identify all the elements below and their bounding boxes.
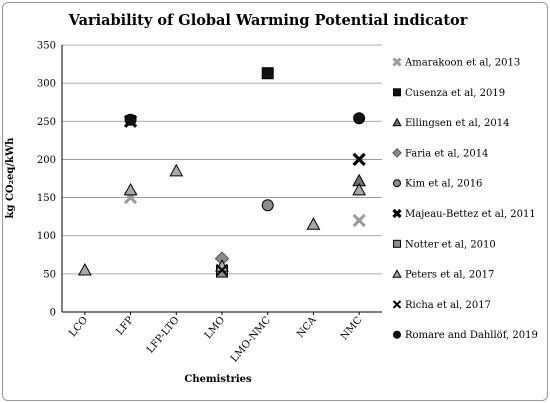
point-series-8-0	[215, 263, 229, 277]
legend-label: Romare and Dahllöf, 2019	[405, 330, 538, 341]
point-series-7-2	[169, 163, 184, 177]
legend: Amarakoon et al, 2013 Cusenza et al, 2019…	[392, 57, 538, 341]
legend-marker	[393, 88, 401, 97]
legend-item: Cusenza et al, 2019	[393, 88, 505, 99]
point-series-0-1	[352, 213, 366, 228]
y-tick-label: 0	[50, 308, 56, 319]
legend-label: Ellingsen et al, 2014	[405, 118, 510, 129]
point-series-7-5	[352, 182, 367, 196]
axis-layer: 0 50 100 150 200 250 300 350 LCO LFP LFP-LTO LMO LMO…	[37, 41, 365, 365]
y-tick-label: 150	[37, 193, 56, 204]
legend-item: Peters et al, 2017	[392, 269, 494, 281]
grid-layer	[62, 44, 382, 313]
legend-marker	[393, 239, 401, 248]
point-series-8-1	[352, 153, 366, 166]
y-tick-label: 100	[37, 231, 56, 242]
legend-item: Majeau-Bettez et al, 2011	[392, 208, 536, 220]
legend-marker	[393, 330, 401, 339]
y-tick-label: 50	[43, 269, 56, 280]
legend-item: Notter et al, 2010	[393, 239, 496, 250]
legend-label: Peters et al, 2017	[405, 270, 494, 281]
y-tick-label: 350	[37, 41, 56, 52]
legend-label: Majeau-Bettez et al, 2011	[405, 209, 536, 220]
x-tick-label: LMO	[203, 315, 228, 341]
point-series-9-1	[353, 112, 366, 125]
legend-marker	[392, 148, 402, 158]
legend-item: Faria et al, 2014	[392, 148, 488, 159]
legend-item: Romare and Dahllöf, 2019	[393, 330, 538, 341]
point-series-7-4	[306, 217, 321, 230]
x-tick-label: LCO	[67, 315, 90, 339]
legend-marker	[392, 208, 402, 219]
x-tick-label: LFP-LTO	[145, 315, 182, 356]
legend-marker	[392, 269, 402, 278]
x-axis-title: Chemistries	[184, 374, 252, 385]
legend-item: Kim et al, 2016	[393, 179, 482, 190]
legend-marker	[392, 57, 402, 67]
point-series-1-0	[261, 67, 274, 80]
legend-marker	[392, 300, 402, 309]
legend-label: Notter et al, 2010	[405, 239, 496, 250]
y-tick-label: 300	[37, 79, 56, 90]
legend-label: Kim et al, 2016	[405, 179, 482, 190]
chart-title: Variability of Global Warming Potential …	[68, 12, 468, 29]
y-axis-title: kg CO₂eq/kWh	[5, 137, 16, 219]
y-tick-label: 250	[37, 117, 56, 128]
legend-marker	[392, 117, 402, 127]
legend-label: Amarakoon et al, 2013	[404, 58, 520, 69]
legend-item: Ellingsen et al, 2014	[392, 117, 510, 129]
point-series-7-0	[77, 262, 92, 276]
x-tick-label: LMO-NMC	[229, 315, 273, 365]
y-tick-label: 200	[37, 155, 56, 166]
x-tick-label: NMC	[339, 315, 365, 343]
legend-label: Faria et al, 2014	[405, 148, 488, 159]
legend-item: Amarakoon et al, 2013	[392, 57, 520, 69]
point-series-7-1	[123, 182, 138, 196]
legend-label: Cusenza et al, 2019	[405, 88, 505, 99]
legend-item: Richa et al, 2017	[392, 300, 491, 311]
x-tick-label: NCA	[295, 314, 319, 340]
marks-layer	[77, 67, 367, 278]
legend-label: Richa et al, 2017	[405, 300, 491, 311]
legend-marker	[393, 179, 401, 188]
x-tick-label: LFP	[114, 315, 136, 338]
point-series-9-0	[124, 113, 137, 126]
point-series-4-0	[261, 199, 274, 212]
